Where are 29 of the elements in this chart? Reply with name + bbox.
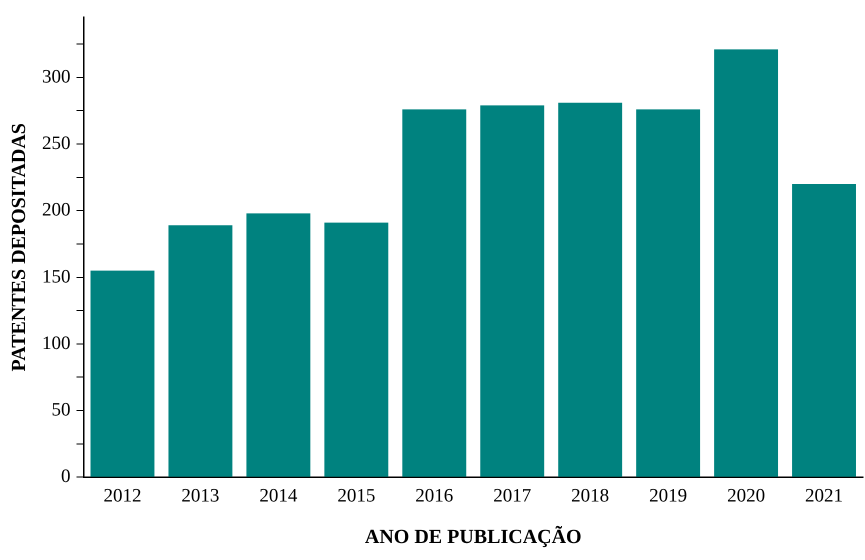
bar xyxy=(168,225,232,477)
bar xyxy=(90,270,154,477)
y-tick-label: 100 xyxy=(42,332,70,354)
bar xyxy=(480,105,544,477)
x-tick-label: 2018 xyxy=(571,486,610,507)
x-tick-label: 2016 xyxy=(415,486,454,507)
y-axis-title: PATENTES DEPOSITADAS xyxy=(8,123,30,372)
y-tick-label: 300 xyxy=(42,66,70,88)
bar xyxy=(558,102,622,477)
x-tick-label: 2021 xyxy=(805,486,844,507)
bar xyxy=(714,49,778,477)
x-tick-label: 2014 xyxy=(259,486,298,507)
x-tick-label: 2012 xyxy=(103,486,142,507)
y-tick-label: 250 xyxy=(42,132,70,154)
y-tick-label: 50 xyxy=(52,400,70,421)
bar xyxy=(246,213,310,477)
bar xyxy=(792,184,856,477)
x-axis-title: ANO DE PUBLICAÇÃO xyxy=(364,525,582,548)
x-tick-label: 2013 xyxy=(181,486,220,507)
bar xyxy=(324,222,388,477)
y-tick-label: 0 xyxy=(61,466,70,488)
bar xyxy=(636,109,700,477)
y-tick-label: 200 xyxy=(42,200,70,221)
x-tick-label: 2017 xyxy=(493,486,532,507)
x-tick-label: 2019 xyxy=(649,486,688,507)
x-tick-label: 2015 xyxy=(337,486,376,507)
y-tick-label: 150 xyxy=(42,266,70,288)
x-tick-label: 2020 xyxy=(727,486,766,507)
bar xyxy=(402,109,466,477)
